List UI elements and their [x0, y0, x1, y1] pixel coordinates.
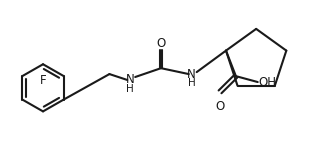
Text: F: F — [40, 74, 46, 87]
Text: N: N — [187, 68, 196, 80]
Text: OH: OH — [259, 76, 276, 89]
Text: H: H — [126, 84, 134, 94]
Text: H: H — [188, 78, 196, 88]
Text: O: O — [156, 37, 166, 50]
Text: N: N — [126, 73, 135, 86]
Text: O: O — [215, 100, 225, 113]
